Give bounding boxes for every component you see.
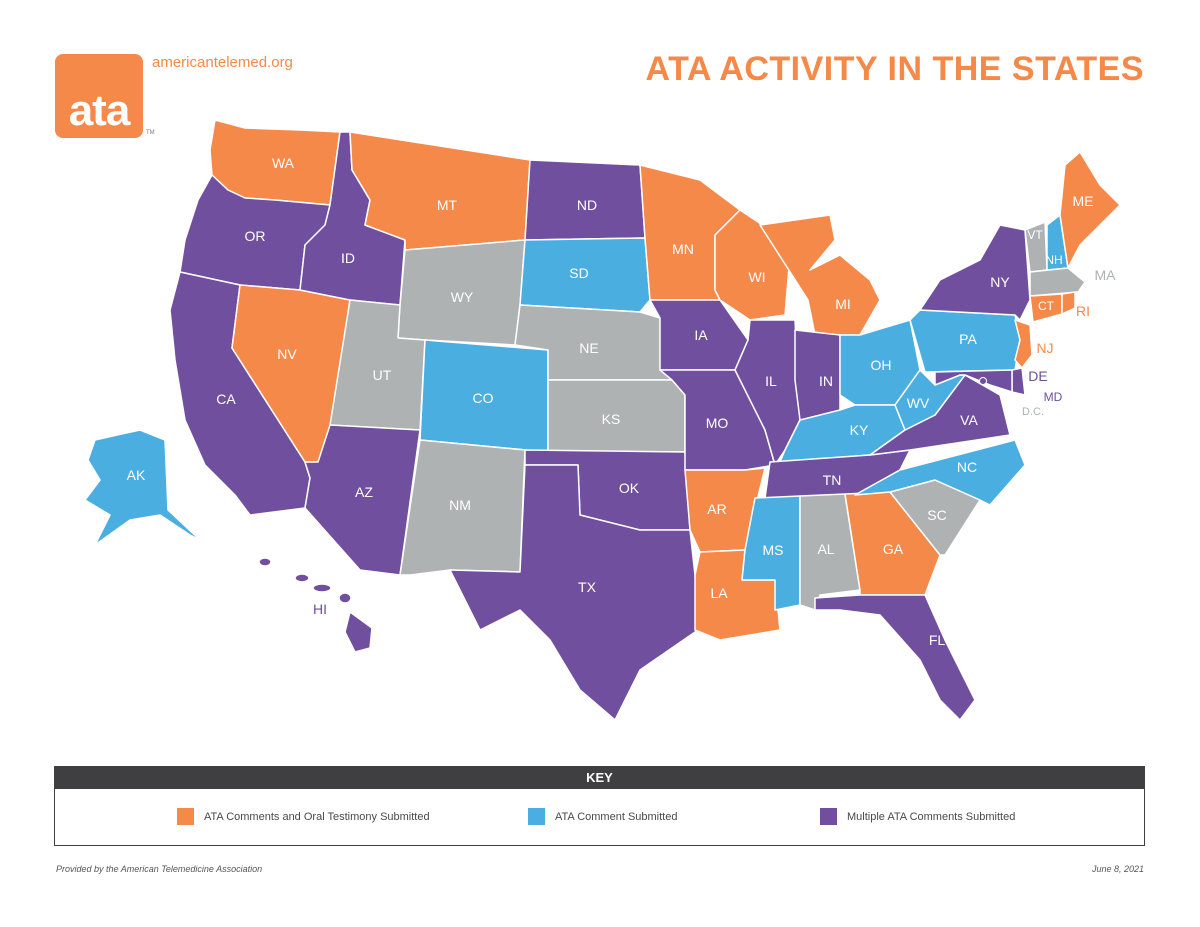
state-label-CA: CA <box>216 391 236 407</box>
state-HI[interactable] <box>258 557 373 653</box>
state-label-SD: SD <box>569 265 588 281</box>
state-label-MD: MD <box>1044 390 1063 404</box>
state-label-NE: NE <box>579 340 598 356</box>
key-label: ATA Comment Submitted <box>555 810 678 823</box>
state-label-RI: RI <box>1076 303 1090 319</box>
state-label-MT: MT <box>437 197 458 213</box>
state-label-ND: ND <box>577 197 597 213</box>
swatch-orange <box>177 808 194 825</box>
state-label-IN: IN <box>819 373 833 389</box>
state-label-AR: AR <box>707 501 726 517</box>
state-label-DC: D.C. <box>1022 406 1044 418</box>
state-RI[interactable] <box>1061 291 1076 315</box>
state-NY[interactable] <box>919 224 1031 321</box>
state-label-CT: CT <box>1038 299 1055 313</box>
state-MD[interactable] <box>934 369 1013 393</box>
state-ME[interactable] <box>1059 151 1121 269</box>
ata-logo: ata <box>55 54 143 138</box>
state-label-OH: OH <box>871 357 892 373</box>
state-label-MS: MS <box>763 542 784 558</box>
state-label-NC: NC <box>957 459 977 475</box>
state-label-WI: WI <box>748 269 765 285</box>
state-NC[interactable] <box>854 439 1026 506</box>
logo-trademark: TM <box>146 130 155 136</box>
state-label-PA: PA <box>959 331 977 347</box>
swatch-blue <box>528 808 545 825</box>
state-label-NY: NY <box>990 274 1010 290</box>
key-heading: KEY <box>55 767 1144 789</box>
key-label: Multiple ATA Comments Submitted <box>847 810 1016 823</box>
state-label-NM: NM <box>449 497 471 513</box>
state-label-DE: DE <box>1028 368 1047 384</box>
website-link[interactable]: americantelemed.org <box>152 54 293 71</box>
state-DE[interactable] <box>1011 367 1026 396</box>
key-item-multiple-comments: Multiple ATA Comments Submitted <box>820 808 1015 825</box>
us-map: WA OR CA ID NV MT WY UT AZ CO NM ND SD N… <box>84 119 1121 721</box>
state-label-AK: AK <box>127 467 146 483</box>
state-label-WY: WY <box>451 289 474 305</box>
state-label-AZ: AZ <box>355 484 373 500</box>
state-label-OR: OR <box>245 228 266 244</box>
state-label-TX: TX <box>578 579 597 595</box>
state-label-AL: AL <box>817 541 834 557</box>
date-note: June 8, 2021 <box>1091 864 1144 874</box>
state-label-SC: SC <box>927 507 946 523</box>
swatch-purple <box>820 808 837 825</box>
page-title: ATA ACTIVITY IN THE STATES <box>645 50 1144 88</box>
state-IN[interactable] <box>794 329 841 426</box>
state-TX[interactable] <box>449 464 699 721</box>
state-SD[interactable] <box>519 237 651 313</box>
key-item-comment: ATA Comment Submitted <box>528 808 677 825</box>
state-label-NV: NV <box>277 346 297 362</box>
state-label-WV: WV <box>907 395 930 411</box>
state-label-UT: UT <box>373 367 392 383</box>
key-item-oral-testimony: ATA Comments and Oral Testimony Submitte… <box>177 808 430 825</box>
state-label-TN: TN <box>823 472 842 488</box>
state-AK[interactable] <box>84 429 201 546</box>
state-AZ[interactable] <box>304 424 421 576</box>
state-label-NJ: NJ <box>1036 340 1053 356</box>
state-label-OK: OK <box>619 480 640 496</box>
state-label-MO: MO <box>706 415 729 431</box>
logo-text: ata <box>68 86 131 135</box>
state-label-KS: KS <box>602 411 621 427</box>
state-label-ID: ID <box>341 250 355 266</box>
state-label-MI: MI <box>835 296 851 312</box>
key-label: ATA Comments and Oral Testimony Submitte… <box>204 810 430 823</box>
source-note: Provided by the American Telemedicine As… <box>56 864 263 874</box>
state-label-ME: ME <box>1073 193 1094 209</box>
state-MA[interactable] <box>1029 267 1086 297</box>
state-label-KY: KY <box>850 422 869 438</box>
state-label-IL: IL <box>765 373 777 389</box>
state-label-WA: WA <box>272 155 295 171</box>
map-key: KEY ATA Comments and Oral Testimony Subm… <box>54 766 1145 846</box>
state-label-VA: VA <box>960 412 978 428</box>
state-label-LA: LA <box>710 585 728 601</box>
dc-marker <box>979 377 987 385</box>
state-FL[interactable] <box>814 594 976 721</box>
state-label-MN: MN <box>672 241 694 257</box>
state-label-HI: HI <box>313 601 327 617</box>
state-label-FL: FL <box>929 632 946 648</box>
state-label-CO: CO <box>473 390 494 406</box>
state-label-NH: NH <box>1045 253 1062 267</box>
state-label-IA: IA <box>694 327 708 343</box>
state-label-GA: GA <box>883 541 904 557</box>
state-label-VT: VT <box>1027 228 1043 242</box>
state-label-MA: MA <box>1095 267 1117 283</box>
